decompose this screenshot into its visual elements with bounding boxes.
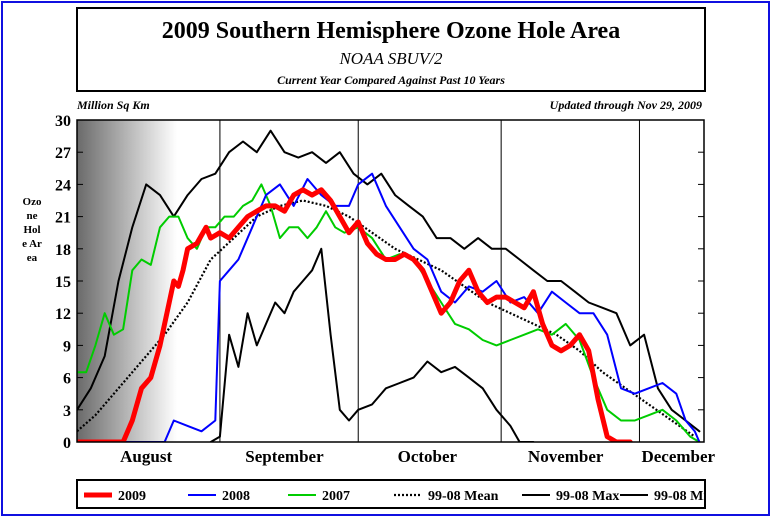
y-tick-label: 12 [55, 306, 71, 323]
y-tick-label: 0 [63, 435, 71, 452]
legend-label: 2009 [118, 489, 146, 504]
units-label: Million Sq Km [77, 98, 150, 112]
y-tick-label: 6 [63, 371, 71, 388]
x-month-label: August [120, 447, 172, 466]
y-axis-label: Ozone Hole Area [22, 196, 42, 264]
x-month-label: October [398, 447, 458, 466]
series-line-2008 [77, 172, 701, 442]
y-tick-label: 9 [63, 338, 71, 355]
y-tick-label: 30 [55, 113, 71, 130]
y-tick-label: 3 [63, 403, 71, 420]
legend-label: 99-08 Max [556, 489, 619, 504]
legend-label: 99-08 Min [654, 489, 706, 504]
early-season-shading [77, 120, 177, 442]
updated-label: Updated through Nov 29, 2009 [549, 98, 702, 112]
chart-caption: Current Year Compared Against Past 10 Ye… [277, 73, 505, 87]
series-line-2009 [77, 187, 633, 442]
legend-label: 2007 [322, 489, 350, 504]
series-lines [77, 129, 701, 442]
title-box: 2009 Southern Hemisphere Ozone Hole Area… [76, 7, 706, 92]
y-axis-ticks: 0 3 6 9 12 15 18 21 24 27 30 [55, 113, 704, 452]
chart-subtitle: NOAA SBUV/2 [339, 49, 443, 68]
y-tick-label: 24 [55, 177, 71, 194]
plot-border [76, 119, 705, 443]
x-axis-month-labels: August September October November December [120, 447, 715, 466]
legend: 2009 2008 2007 99-08 Mean 99-08 Max 99-08 Min [76, 479, 706, 509]
x-month-label: November [528, 447, 604, 466]
x-month-label: September [245, 447, 324, 466]
y-tick-label: 18 [55, 242, 71, 259]
y-tick-label: 15 [55, 274, 71, 291]
y-tick-label: 21 [55, 210, 71, 227]
chart-title: 2009 Southern Hemisphere Ozone Hole Area [161, 18, 621, 44]
legend-label: 2008 [222, 489, 250, 504]
series-line-99-08-min [209, 247, 535, 442]
y-tick-label: 27 [55, 145, 71, 162]
x-month-label: December [641, 447, 715, 466]
series-line-99-08-max [77, 129, 701, 433]
legend-label: 99-08 Mean [428, 489, 499, 504]
